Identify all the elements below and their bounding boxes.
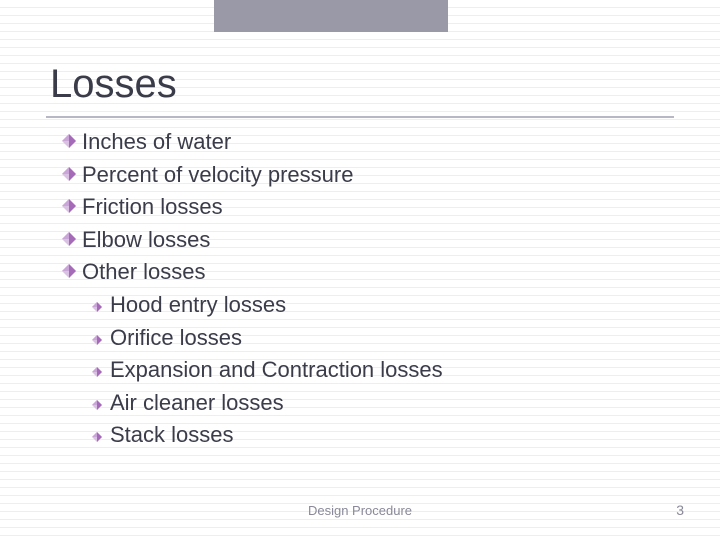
slide: Losses Inches of water Percent of [0, 0, 720, 540]
diamond-icon [92, 429, 102, 447]
bullet-label: Expansion and Contraction losses [110, 356, 443, 385]
slide-title: Losses [50, 62, 177, 107]
diamond-icon [62, 199, 76, 218]
diamond-icon [62, 264, 76, 283]
bullet-main: Inches of water [62, 128, 443, 157]
diamond-icon [92, 299, 102, 317]
bullet-main: Percent of velocity pressure [62, 161, 443, 190]
bullet-sub: Expansion and Contraction losses [92, 356, 443, 385]
bullet-label: Friction losses [82, 193, 223, 222]
slide-content: Inches of water Percent of velocity pres… [62, 128, 443, 454]
diamond-icon [62, 232, 76, 251]
footer-text: Design Procedure [0, 503, 720, 518]
bullet-label: Air cleaner losses [110, 389, 284, 418]
bullet-label: Hood entry losses [110, 291, 286, 320]
bullet-main: Friction losses [62, 193, 443, 222]
bullet-label: Percent of velocity pressure [82, 161, 353, 190]
bullet-main: Elbow losses [62, 226, 443, 255]
bullet-sub: Air cleaner losses [92, 389, 443, 418]
bullet-label: Other losses [82, 258, 206, 287]
diamond-icon [92, 364, 102, 382]
bullet-label: Orifice losses [110, 324, 242, 353]
diamond-icon [92, 332, 102, 350]
title-underline [46, 116, 674, 118]
bullet-label: Stack losses [110, 421, 234, 450]
diamond-icon [62, 167, 76, 186]
bullet-sub: Stack losses [92, 421, 443, 450]
diamond-icon [92, 397, 102, 415]
top-accent-block [214, 0, 448, 32]
bullet-sub: Orifice losses [92, 324, 443, 353]
diamond-icon [62, 134, 76, 153]
bullet-sub: Hood entry losses [92, 291, 443, 320]
bullet-label: Elbow losses [82, 226, 210, 255]
page-number: 3 [676, 502, 684, 518]
bullet-label: Inches of water [82, 128, 231, 157]
bullet-main: Other losses [62, 258, 443, 287]
